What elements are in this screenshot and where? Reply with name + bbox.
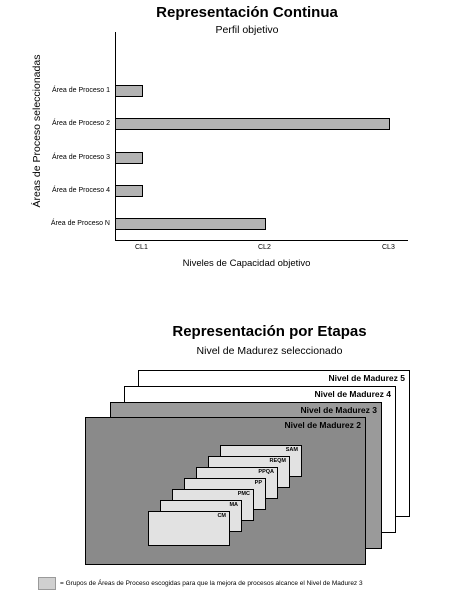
continuous-subtitle: Perfil objetivo xyxy=(215,24,279,36)
process-area-label: PPQA xyxy=(258,469,274,475)
maturity-level-label: Nivel de Madurez 5 xyxy=(328,373,405,383)
continuous-chart: Área de Proceso 1 Área de Proceso 2 Área d… xyxy=(0,0,449,280)
category-label: Área de Proceso N xyxy=(50,220,110,227)
process-area-label: PP xyxy=(254,480,262,486)
category-label: Área de Proceso 4 xyxy=(52,187,110,194)
continuous-title: Representación Continua xyxy=(156,4,338,21)
maturity-level-label: Nivel de Madurez 3 xyxy=(300,405,377,415)
category-label: Área de Proceso 1 xyxy=(52,87,110,94)
process-area-label: REQM xyxy=(269,458,287,464)
x-tick-label: CL1 xyxy=(135,244,148,251)
legend-text: = Grupos de Áreas de Proceso escogidas p… xyxy=(60,580,363,587)
bar xyxy=(115,118,390,130)
x-axis-line xyxy=(115,240,408,241)
bar xyxy=(115,152,143,164)
process-area-label: PMC xyxy=(237,491,250,497)
process-area-label: MA xyxy=(229,502,238,508)
process-area-box: CM xyxy=(148,511,230,546)
x-tick-label: CL3 xyxy=(382,244,395,251)
staged-subtitle: Nivel de Madurez seleccionado xyxy=(196,345,343,357)
y-axis-line xyxy=(115,32,116,240)
x-axis-label: Niveles de Capacidad objetivo xyxy=(182,258,311,269)
legend-swatch xyxy=(38,577,56,590)
bar xyxy=(115,185,143,197)
maturity-level-label: Nivel de Madurez 2 xyxy=(284,420,361,430)
staged-title: Representación por Etapas xyxy=(172,323,367,340)
maturity-level-label: Nivel de Madurez 4 xyxy=(314,389,391,399)
category-label: Área de Proceso 2 xyxy=(52,120,110,127)
category-label: Área de Proceso 3 xyxy=(52,154,110,161)
x-tick-label: CL2 xyxy=(258,244,271,251)
bar xyxy=(115,218,266,230)
process-area-label: SAM xyxy=(285,447,298,453)
process-area-label: CM xyxy=(217,513,226,519)
bar xyxy=(115,85,143,97)
